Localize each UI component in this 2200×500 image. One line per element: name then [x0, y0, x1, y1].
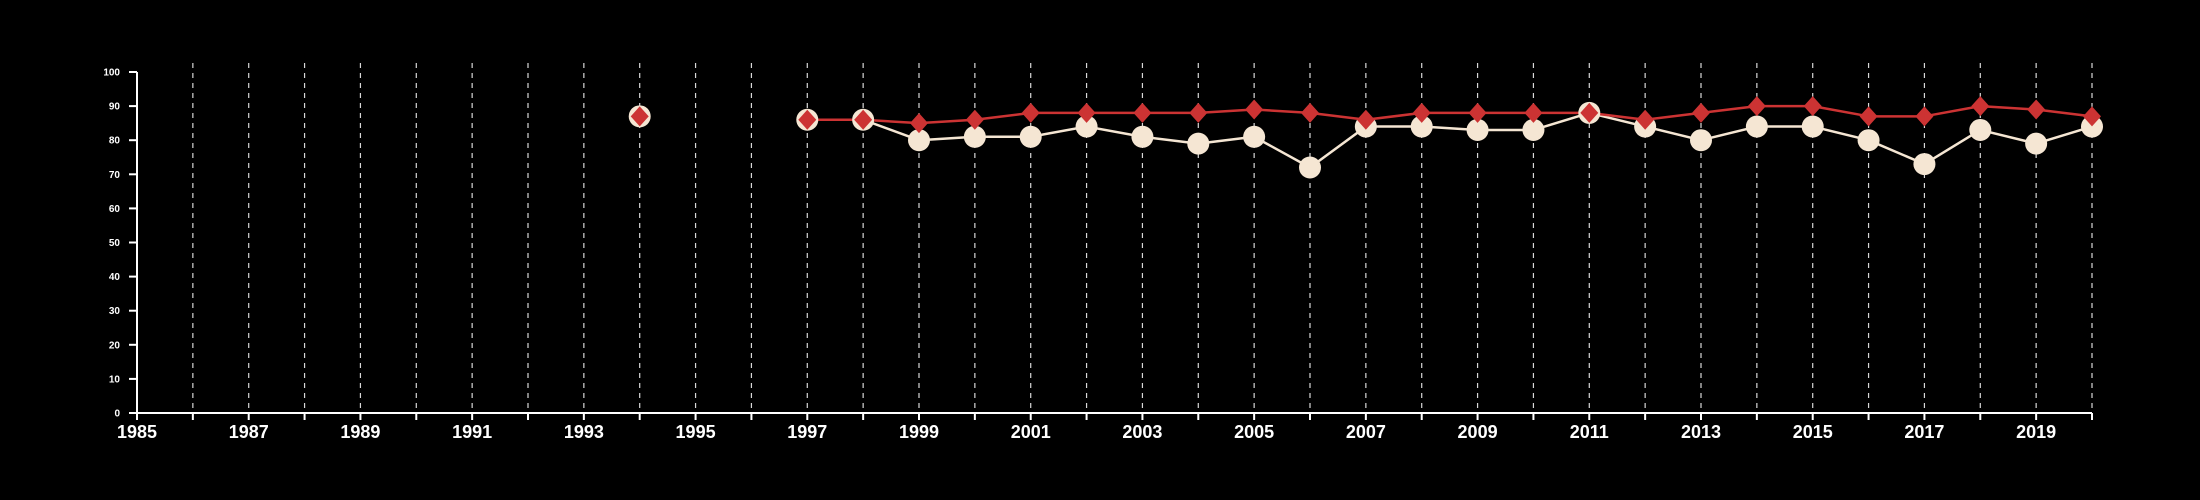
x-tick-label: 1985 [117, 422, 157, 442]
x-tick-label: 1997 [787, 422, 827, 442]
y-tick-label: 20 [109, 340, 121, 351]
circle-point [1019, 125, 1042, 148]
x-tick-label: 2009 [1458, 422, 1498, 442]
diamond-point [1915, 106, 1934, 127]
diamond-point [1803, 96, 1822, 117]
x-tick-label: 2013 [1681, 422, 1721, 442]
circle-point [1745, 115, 1768, 138]
circle-point [1522, 118, 1545, 141]
diamond-point [1859, 106, 1878, 127]
diamond-point [1412, 102, 1431, 123]
x-tick-label: 2015 [1793, 422, 1833, 442]
circle-point [1857, 129, 1880, 152]
circle-point [1690, 129, 1712, 152]
y-tick-label: 30 [109, 306, 121, 317]
diamond-markers [630, 96, 2101, 134]
diamond-point [1580, 102, 1599, 123]
x-tick-label: 2017 [1904, 422, 1944, 442]
circle-series-line [806, 111, 2094, 169]
circle-point [1299, 156, 1321, 179]
diamond-point [1133, 102, 1152, 123]
y-tick-label: 40 [109, 272, 121, 283]
x-tick-label: 1989 [340, 422, 380, 442]
x-tick-label: 1993 [564, 422, 604, 442]
x-tick-label: 2003 [1122, 422, 1162, 442]
y-tick-label: 50 [109, 238, 121, 249]
circle-point [1969, 118, 1992, 141]
circle-point [1466, 118, 1489, 141]
x-tick-label: 2005 [1234, 422, 1274, 442]
diamond-point [1189, 102, 1208, 123]
circle-point [1187, 132, 1210, 155]
x-tick-label: 2001 [1011, 422, 1051, 442]
circle-point [2025, 132, 2048, 155]
diamond-point [965, 109, 984, 130]
y-tick-label: 100 [103, 68, 120, 79]
diamond-point [1524, 102, 1543, 123]
diamond-point [1747, 96, 1766, 117]
circle-markers [628, 101, 2103, 179]
circle-point [2081, 115, 2103, 138]
diamond-point [630, 106, 649, 127]
diamond-point [1245, 99, 1264, 120]
diamond-point [2083, 106, 2101, 127]
diamond-point [1692, 102, 1710, 123]
circle-point [1913, 153, 1936, 176]
x-tick-label: 2011 [1570, 422, 1609, 442]
circle-point [1243, 125, 1266, 148]
circle-point [1801, 115, 1824, 138]
y-tick-label: 0 [114, 409, 120, 420]
diamond-point [1468, 102, 1487, 123]
y-tick-label: 70 [109, 170, 121, 181]
diamond-point [1301, 102, 1319, 123]
diamond-point [1636, 109, 1655, 130]
circle-point [1075, 115, 1098, 138]
y-tick-label: 80 [109, 136, 121, 147]
x-tick-label: 1999 [899, 422, 939, 442]
x-tick-label: 1991 [452, 422, 492, 442]
circle-point [908, 129, 930, 152]
diamond-point [1971, 96, 1990, 117]
circle-point [1131, 125, 1154, 148]
diamond-point [1021, 102, 1040, 123]
y-tick-label: 60 [109, 204, 121, 215]
x-tick-label: 1995 [676, 422, 716, 442]
circle-point [1410, 115, 1433, 138]
x-tick-label: 1987 [229, 422, 269, 442]
x-tick-label: 2007 [1346, 422, 1386, 442]
y-axis: 0 10 20 30 40 50 60 70 80 90 100 [103, 68, 138, 420]
x-tick-label: 2019 [2016, 422, 2056, 442]
diamond-series-line [806, 104, 2094, 125]
y-tick-label: 90 [109, 102, 121, 113]
x-gridlines [192, 63, 2093, 413]
x-axis: 1985 1987 1989 1991 1993 1995 1997 1999 2001 2003… [117, 412, 2093, 442]
diamond-point [1356, 109, 1375, 130]
series-lines [806, 104, 2094, 169]
diamond-point [910, 113, 928, 134]
diamond-point [1077, 102, 1096, 123]
y-tick-label: 10 [109, 374, 121, 385]
diamond-point [798, 109, 817, 130]
diamond-point [2027, 99, 2046, 120]
circle-point [963, 125, 986, 148]
diamond-point [854, 109, 873, 130]
